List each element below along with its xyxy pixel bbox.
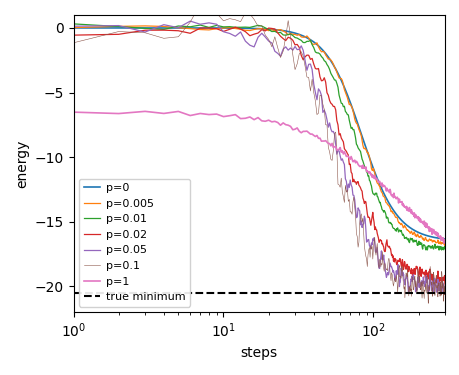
- p=0.05: [405, 291, 411, 295]
- p=1: [431, 231, 436, 236]
- p=0.1: [436, 281, 441, 285]
- p=0.01: [71, 22, 76, 26]
- p=0: [407, 226, 413, 231]
- p=1: [71, 110, 76, 114]
- p=0.005: [408, 229, 413, 234]
- Line: p=0: p=0: [73, 28, 444, 239]
- p=0: [409, 227, 415, 232]
- p=0.01: [435, 245, 441, 250]
- p=0.05: [431, 280, 436, 284]
- p=0.01: [441, 244, 447, 249]
- p=0: [441, 237, 447, 241]
- p=1: [408, 210, 414, 214]
- p=0.02: [408, 266, 413, 271]
- p=0.02: [116, 32, 121, 36]
- p=0.02: [232, 25, 238, 29]
- Line: p=0.005: p=0.005: [73, 26, 444, 246]
- p=0: [430, 235, 436, 240]
- p=1: [410, 211, 415, 216]
- Line: p=0.02: p=0.02: [73, 27, 444, 284]
- true minimum: [71, 291, 76, 295]
- p=0.1: [408, 284, 414, 289]
- p=0.01: [430, 246, 436, 250]
- p=0.01: [436, 248, 441, 252]
- p=0: [116, 26, 121, 30]
- p=0.02: [71, 33, 76, 38]
- p=0.01: [116, 24, 121, 29]
- p=0.1: [197, 2, 202, 6]
- p=1: [116, 111, 121, 116]
- p=0.1: [425, 301, 430, 306]
- p=0.02: [431, 278, 436, 283]
- p=0.1: [71, 40, 76, 45]
- p=0: [71, 26, 76, 30]
- p=0.005: [410, 231, 415, 236]
- p=0.01: [408, 237, 413, 242]
- p=0.005: [116, 24, 121, 28]
- p=0.05: [436, 288, 441, 292]
- p=0.1: [116, 29, 121, 34]
- p=0.05: [408, 274, 414, 279]
- p=0.005: [431, 239, 436, 243]
- p=0: [408, 226, 413, 231]
- p=0.05: [409, 279, 414, 284]
- p=0.05: [410, 277, 416, 282]
- p=1: [435, 234, 441, 239]
- p=1: [441, 240, 447, 245]
- Line: p=0.1: p=0.1: [73, 4, 444, 303]
- p=1: [408, 207, 413, 212]
- p=0.1: [410, 287, 415, 292]
- p=0.01: [409, 240, 415, 244]
- p=0.02: [408, 268, 414, 273]
- p=0.05: [116, 23, 121, 28]
- p=0.02: [435, 280, 441, 285]
- Line: p=0.05: p=0.05: [73, 21, 444, 293]
- p=0.05: [187, 19, 193, 23]
- p=0.005: [71, 26, 76, 30]
- Line: p=1: p=1: [73, 111, 444, 243]
- p=0.02: [441, 282, 447, 286]
- p=0.005: [441, 244, 447, 248]
- p=1: [142, 109, 147, 114]
- Line: p=0.01: p=0.01: [73, 24, 444, 250]
- p=0.005: [408, 230, 414, 234]
- X-axis label: steps: steps: [240, 346, 277, 360]
- p=0.02: [410, 269, 415, 274]
- Legend: p=0, p=0.005, p=0.01, p=0.02, p=0.05, p=0.1, p=1, true minimum: p=0, p=0.005, p=0.01, p=0.02, p=0.05, p=…: [79, 179, 190, 307]
- p=0.05: [71, 24, 76, 28]
- p=0.01: [407, 237, 413, 241]
- p=0.05: [441, 286, 447, 291]
- p=0.1: [441, 286, 447, 291]
- p=0.005: [435, 241, 441, 246]
- p=0.1: [431, 284, 436, 288]
- p=0.1: [408, 294, 413, 298]
- p=1: [440, 241, 446, 245]
- p=0.005: [142, 24, 147, 28]
- p=0: [435, 236, 441, 240]
- Y-axis label: energy: energy: [15, 140, 29, 188]
